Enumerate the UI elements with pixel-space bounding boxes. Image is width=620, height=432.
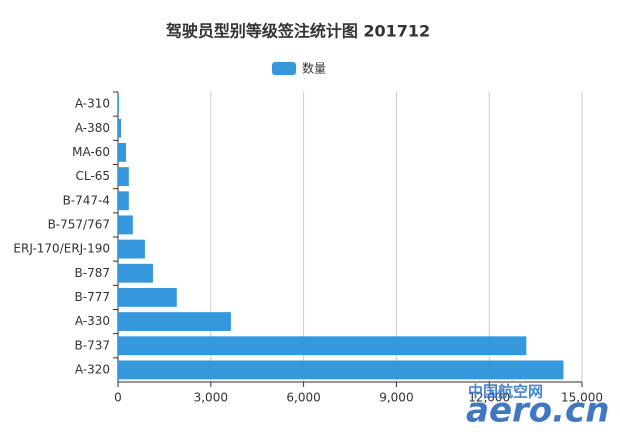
bar: [118, 94, 119, 114]
x-tick-label: 9,000: [379, 391, 413, 405]
bar: [118, 239, 145, 259]
y-tick-label: B-757/767: [48, 217, 110, 231]
bar: [118, 118, 122, 138]
bar: [118, 191, 129, 211]
bar: [118, 312, 231, 332]
y-tick-label: B-737: [75, 338, 110, 352]
bar: [118, 215, 133, 235]
bar: [118, 263, 153, 283]
bar: [118, 167, 129, 187]
watermark-cn: 中国航空网: [468, 383, 543, 401]
y-tick-label: CL-65: [76, 169, 110, 183]
y-tick-label: B-777: [75, 290, 110, 304]
y-tick-label: A-320: [75, 362, 110, 376]
x-tick-label: 15,000: [561, 391, 603, 405]
y-tick-label: MA-60: [72, 145, 110, 159]
x-tick-label: 6,000: [286, 391, 320, 405]
chart-title: 驾驶员型别等级签注统计图 201712: [165, 22, 430, 41]
x-tick-label: 0: [114, 391, 122, 405]
x-tick-label: 3,000: [194, 391, 228, 405]
legend-swatch: [272, 62, 296, 75]
bar: [118, 360, 564, 380]
watermark-en: aero.cn: [466, 391, 609, 431]
bar: [118, 336, 527, 356]
x-tick-label: 12,000: [468, 391, 510, 405]
y-tick-label: ERJ-170/ERJ-190: [13, 242, 110, 256]
y-tick-label: B-787: [75, 266, 110, 280]
bar: [118, 287, 177, 307]
y-tick-label: A-380: [75, 121, 110, 135]
bar: [118, 142, 127, 162]
y-tick-label: A-330: [75, 314, 110, 328]
legend-label: 数量: [302, 61, 326, 76]
y-tick-label: B-747-4: [63, 193, 110, 207]
y-tick-label: A-310: [75, 97, 110, 111]
